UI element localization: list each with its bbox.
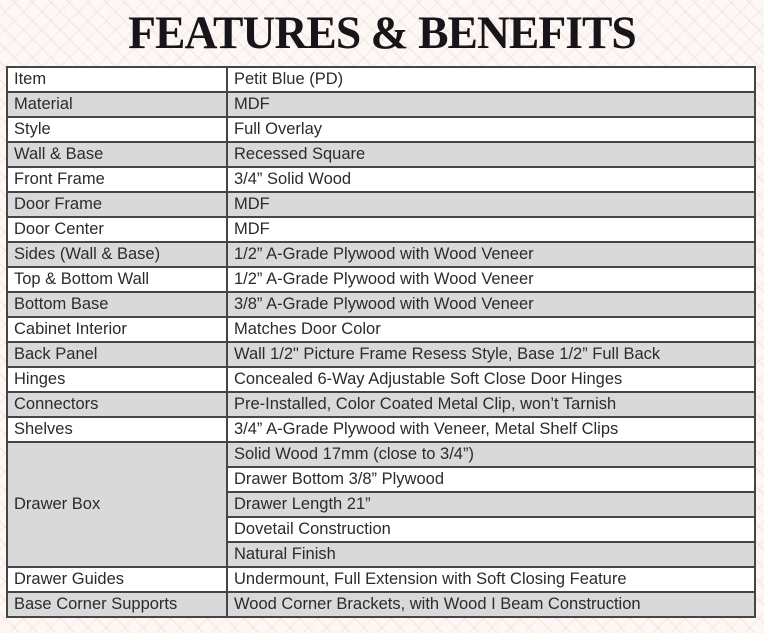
- row-value: Solid Wood 17mm (close to 3/4”): [226, 441, 756, 468]
- row-value: 1/2” A-Grade Plywood with Wood Veneer: [226, 266, 756, 293]
- row-value: Full Overlay: [226, 116, 756, 143]
- table-row: Cabinet Interior Matches Door Color: [6, 316, 756, 343]
- table-row: Drawer Guides Undermount, Full Extension …: [6, 566, 756, 593]
- row-value: Concealed 6-Way Adjustable Soft Close Do…: [226, 366, 756, 393]
- table-row: Hinges Concealed 6-Way Adjustable Soft Cl…: [6, 366, 756, 393]
- table-row: Dovetail Construction: [7, 516, 756, 543]
- page-title: FEATURES & BENEFITS: [128, 7, 637, 59]
- row-value: Drawer Bottom 3/8” Plywood: [226, 466, 756, 493]
- features-table: Item Petit Blue (PD) Material MDF Style Full …: [6, 66, 756, 618]
- row-label: Drawer Box: [6, 441, 228, 568]
- row-value: Natural Finish: [226, 541, 756, 568]
- row-value: Recessed Square: [226, 141, 756, 168]
- features-table-body: Item Petit Blue (PD) Material MDF Style Full …: [6, 66, 756, 618]
- row-value: 3/8” A-Grade Plywood with Wood Veneer: [226, 291, 756, 318]
- row-label: Style: [6, 116, 228, 143]
- row-label: Drawer Guides: [6, 566, 228, 593]
- row-label: Bottom Base: [6, 291, 228, 318]
- table-row: Front Frame 3/4” Solid Wood: [6, 166, 756, 193]
- table-row: Shelves 3/4” A-Grade Plywood with Veneer,…: [6, 416, 756, 443]
- table-row: Item Petit Blue (PD): [6, 66, 756, 93]
- row-value: 1/2” A-Grade Plywood with Wood Veneer: [226, 241, 756, 268]
- row-value: Wood Corner Brackets, with Wood I Beam C…: [226, 591, 756, 618]
- row-label: Shelves: [6, 416, 228, 443]
- row-label: Sides (Wall & Base): [6, 241, 228, 268]
- table-row: Material MDF: [6, 91, 756, 118]
- row-label: Cabinet Interior: [6, 316, 228, 343]
- row-value: Wall 1/2" Picture Frame Resess Style, Ba…: [226, 341, 756, 368]
- table-row: Top & Bottom Wall 1/2” A-Grade Plywood wi…: [6, 266, 756, 293]
- row-value: Undermount, Full Extension with Soft Clo…: [226, 566, 756, 593]
- table-row: Drawer Box Solid Wood 17mm (close to 3/4”…: [6, 441, 756, 568]
- row-label: Connectors: [6, 391, 228, 418]
- row-label: Door Center: [6, 216, 228, 243]
- table-row: Drawer Length 21”: [7, 491, 756, 518]
- table-row: Style Full Overlay: [6, 116, 756, 143]
- table-row: Connectors Pre-Installed, Color Coated Me…: [6, 391, 756, 418]
- row-label: Front Frame: [6, 166, 228, 193]
- table-row: Base Corner Supports Wood Corner Brackets…: [6, 591, 756, 618]
- row-label: Material: [6, 91, 228, 118]
- row-label: Wall & Base: [6, 141, 228, 168]
- row-value: MDF: [226, 91, 756, 118]
- table-row: Drawer Bottom 3/8” Plywood: [7, 466, 756, 493]
- table-row: Back Panel Wall 1/2" Picture Frame Resess…: [6, 341, 756, 368]
- table-row: Sides (Wall & Base) 1/2” A-Grade Plywood …: [6, 241, 756, 268]
- row-label: Hinges: [6, 366, 228, 393]
- row-label: Back Panel: [6, 341, 228, 368]
- table-row: Door Frame MDF: [6, 191, 756, 218]
- table-row: Door Center MDF: [6, 216, 756, 243]
- row-value: Petit Blue (PD): [226, 66, 756, 93]
- row-value: Pre-Installed, Color Coated Metal Clip, …: [226, 391, 756, 418]
- row-value: MDF: [226, 191, 756, 218]
- row-label: Door Frame: [6, 191, 228, 218]
- row-value: Matches Door Color: [226, 316, 756, 343]
- table-row: Bottom Base 3/8” A-Grade Plywood with Woo…: [6, 291, 756, 318]
- table-row: Wall & Base Recessed Square: [6, 141, 756, 168]
- row-value: 3/4” A-Grade Plywood with Veneer, Metal …: [226, 416, 756, 443]
- row-value: Drawer Length 21”: [226, 491, 756, 518]
- table-row: Natural Finish: [7, 541, 756, 568]
- row-label: Top & Bottom Wall: [6, 266, 228, 293]
- row-value: MDF: [226, 216, 756, 243]
- row-label: Item: [6, 66, 228, 93]
- row-value: 3/4” Solid Wood: [226, 166, 756, 193]
- row-value: Dovetail Construction: [226, 516, 756, 543]
- row-label: Base Corner Supports: [6, 591, 228, 618]
